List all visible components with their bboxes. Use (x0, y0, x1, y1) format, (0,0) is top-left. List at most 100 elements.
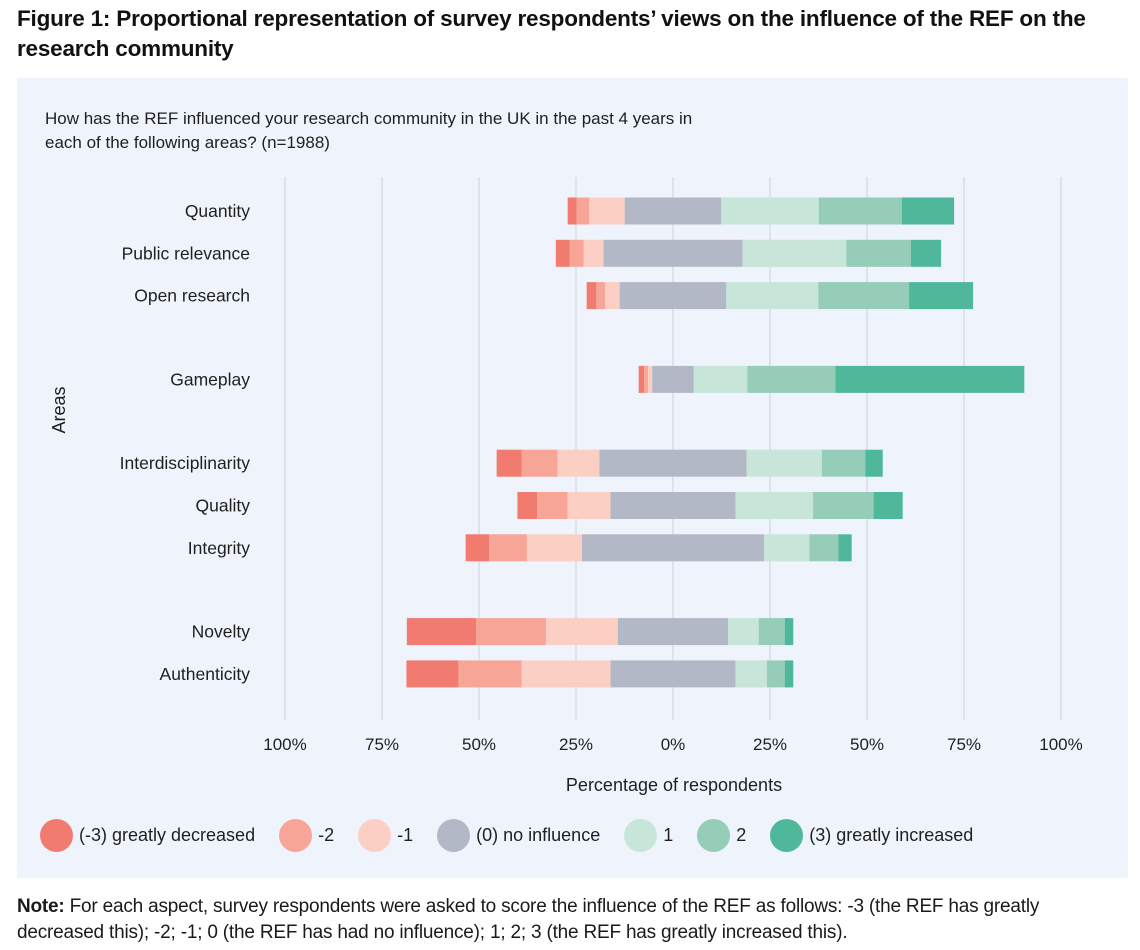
legend-label: (-3) greatly decreased (79, 824, 256, 845)
bar-segment-m2 (476, 618, 547, 646)
legend-swatch-icon (697, 818, 731, 852)
bar-segment-p3 (784, 618, 794, 646)
x-tick-label: 25% (753, 735, 787, 754)
bar-segment-m3 (517, 492, 538, 519)
note-text: For each aspect, survey respondents were… (17, 896, 1040, 943)
category-label: Public relevance (122, 243, 250, 263)
bar-segment-z0 (610, 492, 736, 519)
bar-segment-p2 (846, 239, 911, 267)
x-tick-label: 50% (462, 735, 496, 754)
bar-row-quality (517, 492, 903, 519)
legend-swatch-icon (358, 818, 392, 852)
bar-segment-m2 (489, 534, 527, 562)
bar-segment-z0 (603, 239, 743, 267)
bar-segment-p1 (763, 534, 810, 562)
bar-segment-m2 (576, 197, 590, 225)
bar-segment-m1 (567, 492, 611, 519)
bar-segment-m3 (406, 660, 459, 688)
y-axis-label: Areas (49, 386, 69, 433)
bar-segment-p3 (901, 197, 955, 225)
bar-segment-p3 (784, 660, 794, 688)
bar-segment-p2 (818, 282, 910, 310)
bar-segment-m2 (537, 492, 568, 519)
bar-row-public-relevance (555, 239, 942, 267)
bar-segment-m2 (596, 282, 606, 310)
bar-segment-m3 (406, 618, 477, 646)
bar-segment-z0 (599, 449, 747, 477)
bar-segment-m2 (458, 660, 522, 688)
category-label: Gameplay (170, 369, 250, 389)
bar-segment-m3 (638, 365, 645, 393)
category-label: Novelty (192, 622, 251, 642)
x-tick-labels: 100% 75% 50% 25% 0% 25% 50% 75% 100% (263, 735, 1082, 754)
x-tick-label: 100% (1039, 735, 1082, 754)
legend-swatch-icon (770, 818, 804, 852)
bar-segment-p2 (821, 449, 866, 477)
bar-segment-z0 (582, 534, 764, 562)
legend-swatch-icon (624, 818, 658, 852)
legend: (-3) greatly decreased -2 -1 (0) no influen… (40, 815, 997, 855)
legend-item-z0: (0) no influence (437, 818, 601, 852)
x-tick-label: 75% (947, 735, 981, 754)
bar-segment-p2 (747, 365, 836, 393)
category-label: Authenticity (160, 664, 251, 684)
category-label: Integrity (188, 538, 250, 558)
bar-segment-z0 (619, 282, 727, 310)
bar-segment-p3 (835, 365, 1025, 393)
category-label: Quality (196, 496, 251, 516)
bar-segment-p2 (766, 660, 785, 688)
legend-item-p2: 2 (697, 818, 747, 852)
bar-segment-m2 (521, 449, 558, 477)
category-label: Quantity (185, 201, 250, 221)
bar-row-open-research (586, 282, 974, 310)
bar-segment-m1 (557, 449, 600, 477)
category-label: Interdisciplinarity (120, 453, 251, 473)
bar-row-integrity (465, 534, 852, 562)
x-tick-label: 25% (559, 735, 593, 754)
bar-segment-p3 (838, 534, 852, 562)
bar-segment-m1 (605, 282, 620, 310)
bar-segment-p2 (818, 197, 902, 225)
legend-label: (3) greatly increased (809, 824, 974, 845)
bar-segment-m3 (496, 449, 522, 477)
x-tick-label: 100% (263, 735, 306, 754)
bar-segment-m3 (465, 534, 490, 562)
bar-segment-p2 (758, 618, 785, 646)
bar-row-authenticity (406, 660, 794, 688)
chart-title: How has the REF influenced your research… (45, 109, 693, 152)
bar-segment-p2 (813, 492, 874, 519)
bar-segment-m3 (567, 197, 577, 225)
x-tick-label: 0% (661, 735, 686, 754)
legend-label: (0) no influence (476, 824, 601, 845)
bar-segment-m1 (546, 618, 618, 646)
bar-segment-m3 (586, 282, 597, 310)
bar-segment-m1 (526, 534, 583, 562)
bar-segment-m1 (647, 365, 653, 393)
bar-segment-m2 (569, 239, 584, 267)
bar-segment-m1 (583, 239, 604, 267)
legend-swatch-icon (437, 818, 471, 852)
bar-segment-p1 (735, 660, 767, 688)
x-axis-label: Percentage of respondents (566, 775, 782, 795)
bar-segment-z0 (617, 618, 729, 646)
legend-label: 2 (736, 824, 747, 845)
bar-row-interdisciplinarity (496, 449, 883, 477)
bar-segment-p1 (746, 449, 822, 477)
legend-item-m3: (-3) greatly decreased (40, 818, 256, 852)
legend-label: -1 (397, 824, 414, 845)
bar-segment-p3 (910, 239, 942, 267)
bar-segment-m1 (589, 197, 625, 225)
bar-segment-z0 (652, 365, 694, 393)
bar-segment-p3 (865, 449, 883, 477)
bar-row-quantity (567, 197, 955, 225)
bars (406, 197, 1025, 688)
legend-label: -2 (318, 824, 335, 845)
bar-row-novelty (406, 618, 794, 646)
note-label: Note: (17, 896, 65, 917)
bar-segment-p1 (721, 197, 819, 225)
bar-segment-m3 (555, 239, 570, 267)
legend-swatch-icon (279, 818, 313, 852)
legend-item-p1: 1 (624, 818, 673, 852)
category-label: Open research (134, 286, 250, 306)
